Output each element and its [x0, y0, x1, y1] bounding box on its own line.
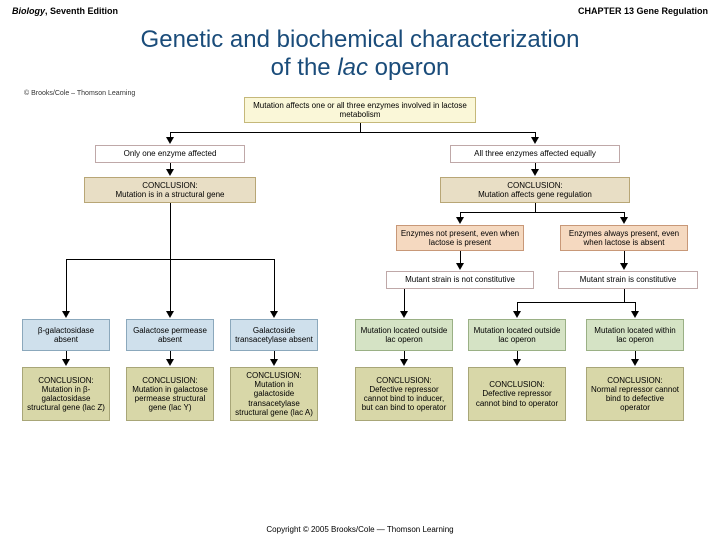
arrow-icon [166, 137, 174, 144]
page-footer: Copyright © 2005 Brooks/Cole — Thomson L… [0, 525, 720, 534]
page-header: Biology, Seventh Edition CHAPTER 13 Gene… [0, 0, 720, 22]
arrow-icon [456, 263, 464, 270]
node-b3: Mutation located outside lac operon [355, 319, 453, 351]
node-lc: CONCLUSION:Mutation is in a structural g… [84, 177, 256, 203]
node-right1: All three enzymes affected equally [450, 145, 620, 163]
node-r2b: Enzymes always present, even when lactos… [560, 225, 688, 251]
node-r2a: Enzymes not present, even when lactose i… [396, 225, 524, 251]
node-c3: CONCLUSION:Defective repressor cannot bi… [355, 367, 453, 421]
edition: , Seventh Edition [45, 6, 118, 16]
arrow-icon [400, 311, 408, 318]
book-title: Biology [12, 6, 45, 16]
node-b1: Galactose permease absent [126, 319, 214, 351]
arrow-icon [400, 359, 408, 366]
arrow-icon [631, 311, 639, 318]
arrow-icon [531, 169, 539, 176]
node-b2: Galactoside transacetylase absent [230, 319, 318, 351]
arrow-icon [631, 359, 639, 366]
node-b4: Mutation located outside lac operon [468, 319, 566, 351]
node-b0: β-galactosidase absent [22, 319, 110, 351]
arrow-icon [513, 311, 521, 318]
flowchart: Mutation affects one or all three enzyme… [10, 97, 710, 477]
arrow-icon [62, 359, 70, 366]
node-c0: CONCLUSION:Mutation in β-galactosidase s… [22, 367, 110, 421]
node-root: Mutation affects one or all three enzyme… [244, 97, 476, 123]
slide-title: Genetic and biochemical characterization… [0, 26, 720, 82]
arrow-icon [620, 217, 628, 224]
arrow-icon [620, 263, 628, 270]
figure-copyright: © Brooks/Cole – Thomson Learning [24, 90, 720, 97]
header-left: Biology, Seventh Edition [12, 6, 118, 16]
node-c1: CONCLUSION:Mutation in galactose permeas… [126, 367, 214, 421]
node-c2: CONCLUSION:Mutation in galactoside trans… [230, 367, 318, 421]
arrow-icon [166, 359, 174, 366]
node-left1: Only one enzyme affected [95, 145, 245, 163]
arrow-icon [513, 359, 521, 366]
node-c4: CONCLUSION:Defective repressor cannot bi… [468, 367, 566, 421]
node-rc: CONCLUSION:Mutation affects gene regulat… [440, 177, 630, 203]
arrow-icon [531, 137, 539, 144]
arrow-icon [456, 217, 464, 224]
node-c5: CONCLUSION:Normal repressor cannot bind … [586, 367, 684, 421]
node-r3a: Mutant strain is not constitutive [386, 271, 534, 289]
arrow-icon [270, 359, 278, 366]
header-right: CHAPTER 13 Gene Regulation [578, 6, 708, 16]
node-b5: Mutation located within lac operon [586, 319, 684, 351]
node-r3b: Mutant strain is constitutive [558, 271, 698, 289]
arrow-icon [62, 311, 70, 318]
arrow-icon [166, 311, 174, 318]
arrow-icon [166, 169, 174, 176]
arrow-icon [270, 311, 278, 318]
